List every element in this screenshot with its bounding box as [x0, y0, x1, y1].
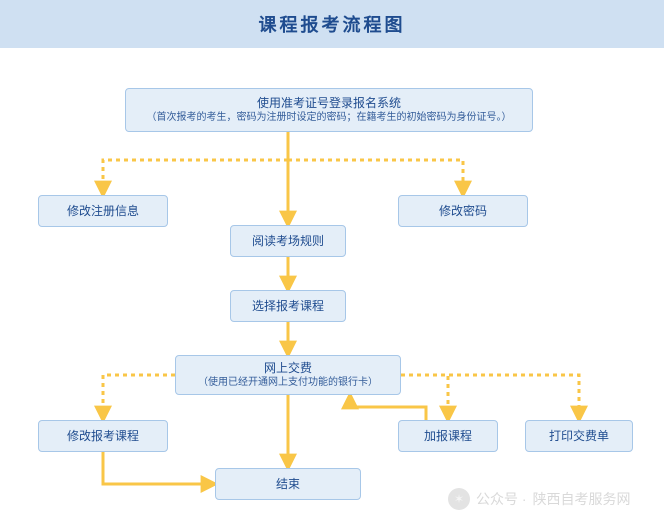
- node-select: 选择报考课程: [230, 290, 346, 322]
- node-login-sublabel: （首次报考的考生，密码为注册时设定的密码；在籍考生的初始密码为身份证号。）: [147, 111, 512, 125]
- edge: [401, 375, 579, 420]
- node-pay: 网上交费（使用已经开通网上支付功能的银行卡）: [175, 355, 401, 395]
- wechat-icon: ✶: [448, 488, 470, 510]
- node-modreg-label: 修改注册信息: [67, 203, 139, 220]
- watermark-text: 陕西自考服务网: [533, 489, 631, 509]
- node-rules: 阅读考场规则: [230, 225, 346, 257]
- edge: [401, 375, 448, 420]
- watermark-prefix: 公众号 ·: [476, 489, 527, 509]
- node-end: 结束: [215, 468, 361, 500]
- edge: [103, 452, 215, 484]
- node-modsel: 修改报考课程: [38, 420, 168, 452]
- node-add-label: 加报课程: [424, 428, 472, 445]
- edge: [103, 160, 288, 195]
- node-add: 加报课程: [398, 420, 498, 452]
- node-end-label: 结束: [276, 476, 300, 493]
- node-select-label: 选择报考课程: [252, 298, 324, 315]
- node-modreg: 修改注册信息: [38, 195, 168, 227]
- watermark: ✶ 公众号 · 陕西自考服务网: [448, 488, 631, 510]
- node-print-label: 打印交费单: [549, 428, 609, 445]
- node-modpwd: 修改密码: [398, 195, 528, 227]
- node-login: 使用准考证号登录报名系统（首次报考的考生，密码为注册时设定的密码；在籍考生的初始…: [125, 88, 533, 132]
- node-pay-label: 网上交费: [264, 360, 312, 377]
- node-print: 打印交费单: [525, 420, 633, 452]
- page-title: 课程报考流程图: [0, 0, 664, 48]
- edge: [288, 160, 463, 195]
- edge: [350, 395, 426, 420]
- edge: [103, 375, 175, 420]
- node-modpwd-label: 修改密码: [439, 203, 487, 220]
- node-pay-sublabel: （使用已经开通网上支付功能的银行卡）: [198, 376, 378, 390]
- node-rules-label: 阅读考场规则: [252, 233, 324, 250]
- node-modsel-label: 修改报考课程: [67, 428, 139, 445]
- node-login-label: 使用准考证号登录报名系统: [257, 95, 401, 112]
